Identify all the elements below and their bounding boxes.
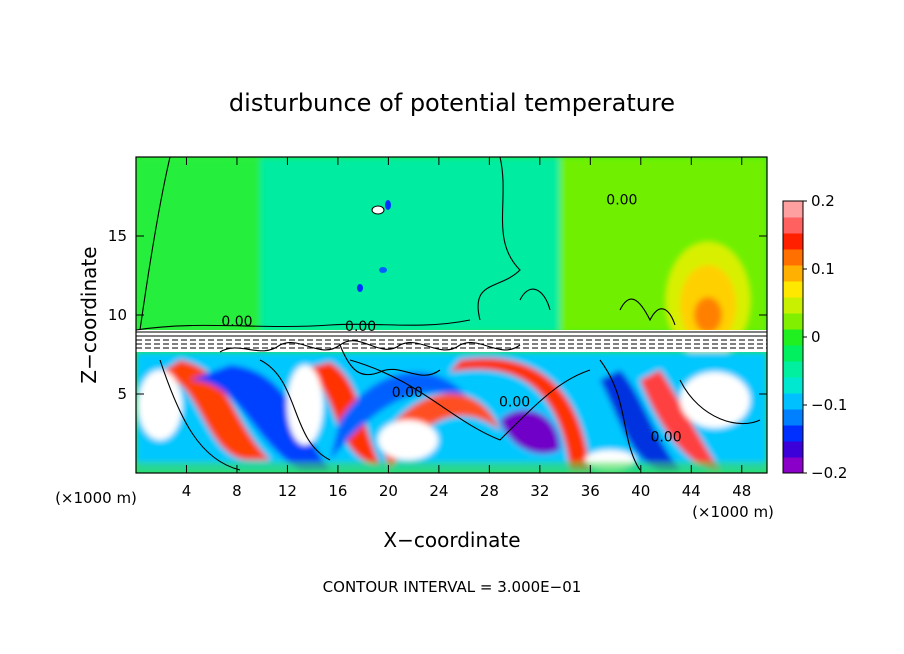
x-unit-left: (×1000 m) [55, 489, 137, 507]
colorbar [783, 201, 803, 474]
contour-lines [136, 157, 761, 471]
contour-labels: 0.00 0.00 0.00 0.00 0.00 0.00 [221, 192, 681, 445]
swirl-purple-1 [500, 410, 560, 454]
x-tick-label: 32 [530, 482, 549, 500]
heatmap-field [136, 157, 767, 473]
colorbar-segment [783, 377, 803, 394]
colorbar-segment [783, 217, 803, 234]
swirl-blue-1 [190, 365, 330, 470]
contour-interval-note: CONTOUR INTERVAL = 3.000E−01 [323, 578, 582, 596]
contour-label: 0.00 [345, 319, 376, 335]
x-tick-label: 8 [232, 482, 242, 500]
x-tick-label: 36 [581, 482, 600, 500]
colorbar-segment [783, 425, 803, 442]
colorbar-segment [783, 457, 803, 474]
x-tick-label: 44 [682, 482, 701, 500]
colorbar-segment [783, 233, 803, 250]
swirl-red-2 [300, 362, 380, 465]
white-region-center-2 [378, 420, 438, 460]
y-axis: 5 10 15 [108, 227, 767, 403]
contour-label: 0.00 [606, 192, 637, 208]
colorbar-tick-label: −0.2 [811, 464, 847, 482]
colorbar-segment [783, 265, 803, 282]
white-region-center-1 [287, 365, 323, 445]
y-tick-label: 15 [108, 227, 127, 245]
field-upper-cyan-region [260, 157, 580, 332]
colorbar-segment [783, 329, 803, 346]
colorbar-segment [783, 281, 803, 298]
x-tick-label: 20 [379, 482, 398, 500]
x-axis-label: X−coordinate [383, 528, 520, 552]
colorbar-tick-label: −0.1 [811, 396, 847, 414]
swirl-blue-2 [330, 372, 470, 460]
contour-label: 0.00 [650, 429, 681, 445]
swirl-red-3 [380, 393, 500, 470]
green-strip-bottom [136, 462, 767, 473]
colorbar-segment [783, 441, 803, 458]
upper-blobs [357, 200, 391, 292]
swirl-blue-3 [600, 370, 680, 470]
colorbar-tick-label: 0 [811, 328, 821, 346]
swirl-red-4 [450, 358, 590, 470]
x-unit-right: (×1000 m) [692, 503, 774, 521]
colorbar-segment [783, 297, 803, 314]
colorbar-segment [783, 201, 803, 218]
y-axis-label: Z−coordinate [77, 246, 101, 383]
colorbar-segment [783, 313, 803, 330]
colorbar-segment [783, 361, 803, 378]
x-tick-label: 48 [732, 482, 751, 500]
white-region-right [680, 372, 750, 428]
x-tick-label: 28 [480, 482, 499, 500]
colorbar-ticks: 0.2 0.1 0 −0.1 −0.2 [803, 192, 847, 482]
contour-label: 0.00 [392, 385, 423, 401]
y-tick-label: 10 [108, 306, 127, 324]
x-tick-label: 16 [328, 482, 347, 500]
warm-plume-core [694, 297, 722, 333]
x-tick-label: 24 [429, 482, 448, 500]
chart-title: disturbunce of potential temperature [229, 89, 675, 117]
colorbar-tick-label: 0.2 [811, 192, 835, 210]
colorbar-tick-label: 0.1 [811, 260, 835, 278]
swirl-red-5 [640, 370, 720, 470]
x-tick-label: 12 [278, 482, 297, 500]
white-region-left [138, 370, 182, 440]
colorbar-segment [783, 393, 803, 410]
inversion-lines [136, 331, 767, 349]
colorbar-segment [783, 409, 803, 426]
colorbar-segment [783, 345, 803, 362]
x-tick-label: 4 [182, 482, 192, 500]
colorbar-segment [783, 249, 803, 266]
swirl-red-1 [150, 360, 270, 460]
contour-label: 0.00 [499, 395, 530, 411]
x-tick-label: 40 [631, 482, 650, 500]
y-tick-label: 5 [117, 385, 127, 403]
x-axis: 4 8 12 16 20 24 28 32 36 40 44 48 [182, 157, 751, 500]
contour-label: 0.00 [221, 314, 252, 330]
